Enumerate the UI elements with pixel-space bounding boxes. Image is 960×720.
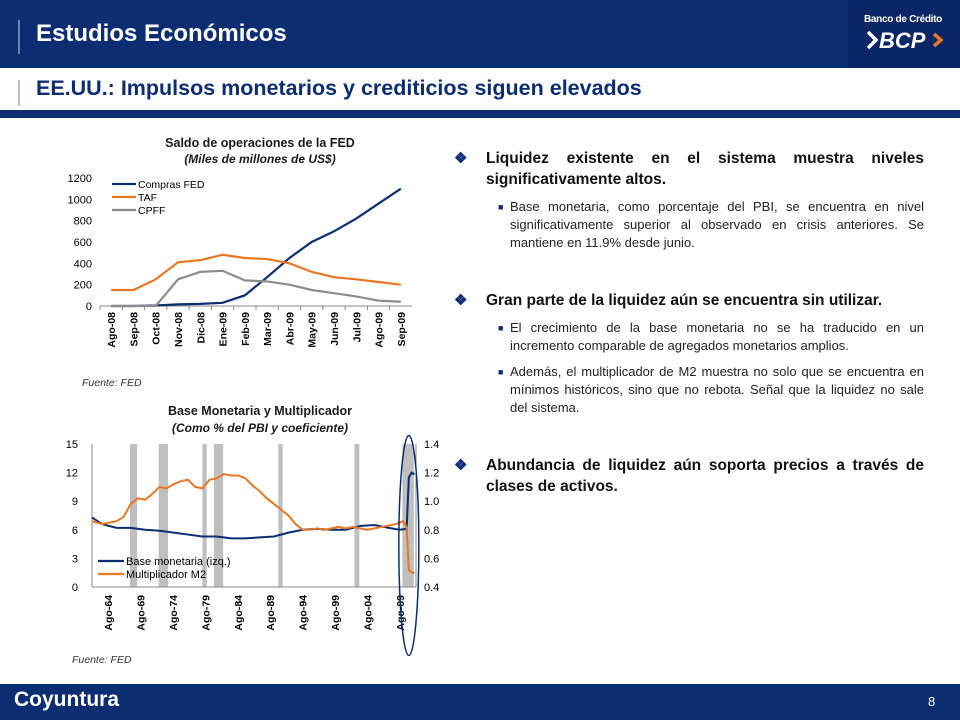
bullet-text: Gran parte de la liquidez aún se encuent… bbox=[486, 292, 883, 309]
y-right-tick-label: 1.0 bbox=[424, 496, 439, 508]
legend-label: CPFF bbox=[138, 205, 165, 217]
x-tick-label: Feb-09 bbox=[240, 312, 252, 346]
x-tick-label: Jul-09 bbox=[351, 312, 363, 343]
x-tick-label: Ago-79 bbox=[200, 595, 212, 631]
bullet-text: Liquidez existente en el sistema muestra… bbox=[486, 150, 924, 188]
recession-band bbox=[129, 444, 138, 587]
recession-band bbox=[202, 444, 207, 587]
y-left-tick-label: 3 bbox=[72, 553, 78, 565]
x-tick-label: Ago-09 bbox=[374, 312, 386, 348]
page-number: 8 bbox=[928, 694, 936, 709]
y-left-tick-label: 9 bbox=[72, 496, 78, 508]
subtitle-underline bbox=[0, 110, 960, 118]
chart1-subtitle: (Miles de millones de US$) bbox=[184, 152, 336, 166]
x-tick-label: Ago-94 bbox=[298, 595, 310, 631]
x-tick-label: Sep-08 bbox=[128, 312, 140, 347]
bullet-sub-text: Además, el multiplicador de M2 muestra n… bbox=[510, 364, 924, 415]
x-tick-label: Dic-08 bbox=[195, 312, 207, 344]
x-tick-label: Ago-84 bbox=[233, 595, 245, 631]
chart1-source: Fuente: FED bbox=[82, 377, 142, 389]
bullet-list: ❖ Liquidez existente en el sistema muestr… bbox=[452, 148, 924, 497]
page-subtitle: EE.UU.: Impulsos monetarios y crediticio… bbox=[36, 76, 642, 100]
y-tick-label: 800 bbox=[74, 216, 92, 228]
x-tick-label: Oct-08 bbox=[151, 312, 163, 345]
chart1-svg: 0 200 400 600 800 1000 1200 Ago-08 Sep-08 Oct-08 N… bbox=[68, 173, 412, 348]
svg-text:BCP: BCP bbox=[879, 28, 926, 53]
diamond-bullet-icon: ❖ bbox=[454, 292, 468, 309]
x-tick-label: Ago-74 bbox=[168, 595, 180, 631]
bullet-main: ❖ Abundancia de liquidez aún soporta prec… bbox=[452, 455, 924, 497]
bullet-main: ❖ Liquidez existente en el sistema muestr… bbox=[452, 148, 924, 190]
series-line-taf bbox=[111, 253, 401, 292]
header-title: Estudios Económicos bbox=[36, 20, 287, 47]
legend-label: Compras FED bbox=[138, 179, 205, 191]
chart2-source: Fuente: FED bbox=[72, 654, 132, 666]
recession-band bbox=[354, 444, 360, 587]
recession-band bbox=[213, 444, 224, 587]
x-tick-label: Sep-09 bbox=[396, 312, 408, 347]
diamond-bullet-icon: ❖ bbox=[454, 150, 468, 167]
x-tick-label: Ago-64 bbox=[103, 595, 115, 631]
x-tick-label: Jun-09 bbox=[329, 312, 341, 346]
legend-label: TAF bbox=[138, 192, 157, 204]
header-divider bbox=[18, 20, 20, 54]
x-tick-label: Ago-89 bbox=[265, 595, 277, 631]
bullet-sub-text: Base monetaria, como porcentaje del PBI,… bbox=[510, 199, 924, 250]
x-tick-label: Abr-09 bbox=[284, 312, 296, 345]
y-left-tick-label: 6 bbox=[72, 525, 78, 537]
x-tick-label: Ene-09 bbox=[218, 312, 230, 347]
y-tick-label: 0 bbox=[86, 301, 92, 313]
chart2-title: Base Monetaria y Multiplicador bbox=[167, 404, 353, 418]
series-line-cpff bbox=[111, 269, 401, 308]
y-left-tick-label: 0 bbox=[72, 582, 78, 594]
x-tick-label: Nov-08 bbox=[173, 312, 185, 347]
y-left-tick-label: 12 bbox=[66, 468, 78, 480]
highlight-ellipse bbox=[398, 434, 420, 656]
x-tick-label: Ago-08 bbox=[106, 312, 118, 348]
bullet-text: Abundancia de liquidez aún soporta preci… bbox=[486, 457, 924, 495]
bullet-sub: ■ El crecimiento de la base monetaria no … bbox=[452, 319, 924, 355]
legend-label: Multiplicador M2 bbox=[126, 569, 206, 581]
square-bullet-icon: ■ bbox=[498, 367, 504, 377]
chart1-title: Saldo de operaciones de la FED bbox=[165, 136, 355, 150]
bullet-main: ❖ Gran parte de la liquidez aún se encuen… bbox=[452, 290, 924, 311]
x-tick-label: Ago-99 bbox=[330, 595, 342, 631]
y-tick-label: 600 bbox=[74, 237, 92, 249]
bcp-logo-mark: BCP bbox=[866, 28, 944, 53]
diamond-bullet-icon: ❖ bbox=[454, 457, 468, 474]
bcp-logo: Banco de Crédito BCP bbox=[848, 0, 960, 68]
x-tick-label: Mar-09 bbox=[262, 312, 274, 346]
bank-name: Banco de Crédito bbox=[864, 14, 942, 25]
y-left-tick-label: 15 bbox=[66, 439, 78, 451]
y-right-tick-label: 1.4 bbox=[424, 439, 439, 451]
x-tick-label: Ago-69 bbox=[136, 595, 148, 631]
chart2-svg: 0 3 6 9 12 15 0.4 0.6 0.8 1.0 1.2 1.4 Ago-64 Ago-69 Ag… bbox=[66, 434, 439, 656]
x-tick-label: May-09 bbox=[307, 312, 319, 348]
bullet-sub: ■ Base monetaria, como porcentaje del PBI… bbox=[452, 198, 924, 252]
legend-label: Base monetaria (izq.) bbox=[126, 556, 231, 568]
bullet-sub-text: El crecimiento de la base monetaria no s… bbox=[510, 320, 924, 353]
y-right-tick-label: 0.6 bbox=[424, 553, 439, 565]
series-line-compras-fed bbox=[111, 187, 402, 308]
y-right-tick-label: 0.4 bbox=[424, 582, 439, 594]
series-line-multiplicador bbox=[91, 472, 415, 574]
x-tick-label: Ago-04 bbox=[362, 595, 374, 631]
footer-section: Coyuntura bbox=[14, 688, 119, 711]
subtitle-divider bbox=[18, 80, 20, 106]
y-tick-label: 1200 bbox=[68, 173, 92, 185]
y-right-tick-label: 0.8 bbox=[424, 525, 439, 537]
square-bullet-icon: ■ bbox=[498, 323, 504, 333]
recession-band bbox=[278, 444, 283, 587]
series-line-base-monetaria bbox=[91, 471, 416, 540]
y-tick-label: 400 bbox=[74, 258, 92, 270]
y-tick-label: 200 bbox=[74, 280, 92, 292]
header-bar: Estudios Económicos Banco de Crédito BCP bbox=[0, 0, 960, 68]
footer-bar: Coyuntura 8 bbox=[0, 684, 960, 720]
square-bullet-icon: ■ bbox=[498, 202, 504, 212]
recession-band bbox=[158, 444, 168, 587]
bullet-sub: ■ Además, el multiplicador de M2 muestra … bbox=[452, 363, 924, 417]
y-right-tick-label: 1.2 bbox=[424, 468, 439, 480]
y-tick-label: 1000 bbox=[68, 194, 92, 206]
chart2-subtitle: (Como % del PBI y coeficiente) bbox=[171, 421, 349, 435]
